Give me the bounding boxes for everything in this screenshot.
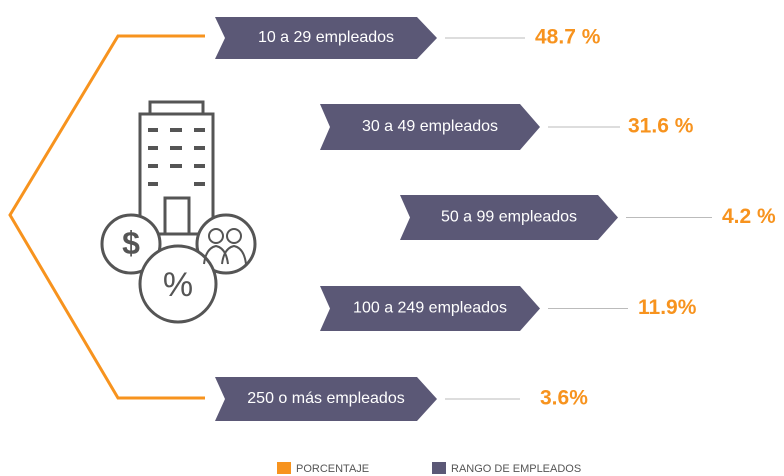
percent-label: 3.6% — [540, 387, 588, 410]
percent-label: 11.9% — [638, 296, 697, 319]
range-arrow — [215, 377, 437, 421]
range-arrow — [215, 17, 437, 59]
legend-label: RANGO DE EMPLEADOS — [451, 463, 581, 475]
range-label: 100 a 249 empleados — [353, 300, 507, 317]
percent-label: 4.2 % — [722, 205, 776, 228]
range-label: 250 o más empleados — [247, 390, 404, 407]
percent-label: 48.7 % — [535, 26, 601, 49]
range-arrow — [320, 104, 540, 150]
building-icon: $ % — [100, 100, 257, 324]
range-label: 30 a 49 empleados — [362, 118, 498, 135]
svg-text:$: $ — [122, 225, 140, 261]
bracket — [8, 34, 205, 400]
legend-label: PORCENTAJE — [296, 463, 369, 475]
legend-swatch — [432, 462, 446, 474]
legend-swatch — [277, 462, 291, 474]
range-arrow — [400, 195, 618, 240]
range-label: 50 a 99 empleados — [441, 209, 577, 226]
range-arrow — [320, 286, 540, 331]
svg-text:%: % — [163, 266, 193, 304]
percent-label: 31.6 % — [628, 115, 694, 138]
range-label: 10 a 29 empleados — [258, 29, 394, 46]
